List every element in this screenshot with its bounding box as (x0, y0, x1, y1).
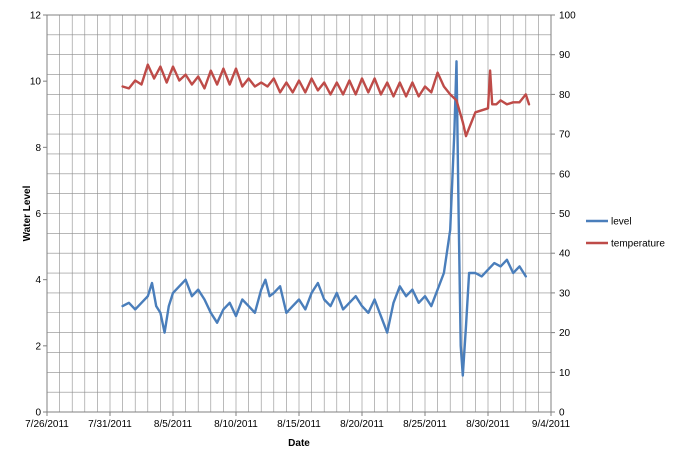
legend-label-level: level (611, 217, 632, 228)
y-axis-tick-labels: 0 2 4 6 8 10 12 (30, 11, 47, 419)
x-axis-tick-labels: 7/26/2011 7/31/2011 8/5/2011 8/10/2011 8/15/… (25, 412, 571, 430)
x-tick-label: 8/20/2011 (340, 419, 384, 430)
y2-tick-label: 80 (559, 90, 571, 101)
y-tick-label: 2 (35, 341, 41, 352)
y-tick-label: 10 (30, 77, 42, 88)
y2-axis-tick-labels: 0 10 20 30 40 50 60 70 80 90 100 (551, 11, 576, 419)
legend: level temperature (586, 217, 665, 250)
series-line-level (121, 60, 527, 377)
y-tick-label: 8 (35, 143, 41, 154)
x-tick-label: 8/25/2011 (403, 419, 447, 430)
grid (46, 14, 552, 413)
x-tick-label: 8/15/2011 (277, 419, 321, 430)
y-axis-title: Water Level (22, 185, 33, 241)
y2-tick-label: 90 (559, 50, 571, 61)
y2-tick-label: 20 (559, 328, 571, 339)
x-tick-label: 7/26/2011 (25, 419, 69, 430)
y-tick-label: 12 (30, 11, 42, 22)
y-tick-label: 0 (35, 408, 41, 419)
x-tick-label: 8/30/2011 (466, 419, 510, 430)
y2-tick-label: 50 (559, 209, 571, 220)
y2-tick-label: 100 (559, 11, 576, 22)
y2-tick-label: 40 (559, 249, 571, 260)
x-tick-label: 7/31/2011 (88, 419, 132, 430)
series-lines (121, 60, 531, 377)
x-tick-label: 9/4/2011 (532, 419, 571, 430)
x-tick-label: 8/5/2011 (154, 419, 193, 430)
y2-tick-label: 10 (559, 368, 571, 379)
y-tick-label: 6 (35, 209, 41, 220)
y-tick-label: 4 (35, 275, 41, 286)
x-tick-label: 8/10/2011 (214, 419, 258, 430)
series-line-temperature (121, 63, 531, 138)
y2-tick-label: 60 (559, 169, 571, 180)
y2-tick-label: 30 (559, 288, 571, 299)
y2-tick-label: 0 (559, 408, 565, 419)
y2-tick-label: 70 (559, 130, 571, 141)
x-axis-title: Date (288, 438, 310, 449)
legend-label-temperature: temperature (611, 239, 665, 250)
